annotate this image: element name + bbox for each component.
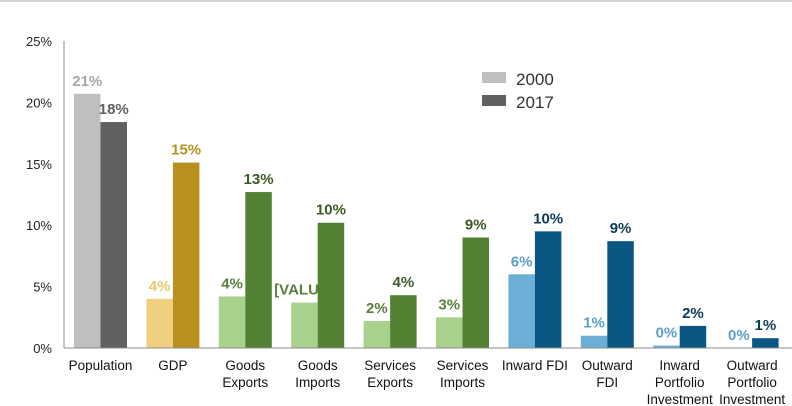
data-label-2000: 1% (583, 315, 605, 332)
data-label-2017: 15% (171, 142, 201, 159)
bar-2000 (363, 320, 391, 348)
x-category-label: Goods (225, 358, 265, 373)
bar-2017 (752, 338, 779, 348)
data-label-2000: 4% (149, 278, 171, 295)
data-label-2000: 2% (366, 300, 388, 317)
x-axis: Population GDP Goods Exports Goods Imports Ser… (64, 347, 792, 406)
bar-2017 (172, 162, 200, 348)
top-border (0, 0, 792, 2)
data-label-2017: 9% (465, 216, 487, 233)
data-label-2017: 10% (533, 210, 563, 227)
data-label-2000: [VALU (274, 282, 319, 299)
y-tick-label: 0% (33, 341, 52, 356)
bar-2017 (390, 295, 417, 348)
x-category-label: Portfolio (655, 375, 705, 390)
bar-2017 (534, 231, 562, 348)
x-category-label: Services (364, 358, 416, 373)
y-tick-label: 20% (26, 95, 52, 110)
bar-2000 (580, 335, 608, 348)
bar-2017 (462, 237, 489, 348)
x-category-label: Outward (582, 358, 633, 373)
bar-2000 (653, 345, 680, 348)
data-label-2017: 2% (682, 305, 704, 322)
bars (74, 93, 779, 348)
bar-2017 (317, 222, 345, 348)
bar-2000 (436, 317, 463, 348)
x-category-label: Portfolio (727, 375, 777, 390)
data-label-2000: 4% (221, 275, 243, 292)
x-category-label: Exports (222, 375, 268, 390)
bar-2000 (291, 302, 318, 348)
data-label-2017: 9% (610, 220, 632, 237)
bar-2017 (679, 325, 707, 348)
legend-label-2017: 2017 (516, 93, 554, 112)
data-label-2000: 3% (438, 296, 460, 313)
x-category-label: Inward FDI (502, 358, 568, 373)
x-category-label: Exports (367, 375, 413, 390)
bar-2000 (74, 93, 101, 348)
data-label-2017: 1% (755, 317, 777, 334)
bar-2017 (245, 192, 272, 348)
x-category-label: Outward (727, 358, 778, 373)
legend-swatch-2000 (482, 72, 506, 83)
data-label-2017: 10% (316, 202, 346, 219)
data-label-2000: 0% (656, 325, 678, 342)
bar-2017 (607, 241, 634, 348)
data-labels: 21% 18% 4% 15% 4% 13% [VALU 10% 2% 4% 3% 9% 6% 10% 1% 9… (72, 73, 776, 344)
x-category-label: Goods (298, 358, 338, 373)
x-category-label: Imports (440, 375, 485, 390)
x-category-label: Population (69, 358, 133, 373)
x-category-label: Investment (719, 392, 785, 406)
y-axis: 0% 5% 10% 15% 20% 25% (26, 34, 65, 356)
legend-label-2000: 2000 (516, 70, 554, 89)
y-tick-label: 25% (26, 34, 52, 49)
x-category-label: Services (437, 358, 489, 373)
y-tick-label: 15% (26, 157, 52, 172)
data-label-2017: 13% (244, 171, 274, 188)
bar-2000 (508, 274, 535, 348)
data-label-2000: 0% (728, 327, 750, 344)
data-label-2017: 18% (99, 101, 129, 118)
y-tick-label: 10% (26, 218, 52, 233)
legend: 2000 2017 (482, 70, 554, 112)
x-category-label: FDI (596, 375, 618, 390)
bar-2017 (100, 122, 127, 348)
legend-swatch-2017 (482, 95, 506, 106)
x-category-label: Investment (647, 392, 713, 406)
data-label-2000: 21% (72, 73, 102, 90)
x-category-label: GDP (158, 358, 187, 373)
bar-2000 (218, 296, 246, 348)
y-tick-label: 5% (33, 280, 52, 295)
bar-2000 (146, 298, 173, 348)
data-label-2017: 4% (393, 274, 415, 291)
data-label-2000: 6% (511, 253, 533, 270)
x-category-label: Imports (295, 375, 340, 390)
x-category-label: Inward (659, 358, 700, 373)
